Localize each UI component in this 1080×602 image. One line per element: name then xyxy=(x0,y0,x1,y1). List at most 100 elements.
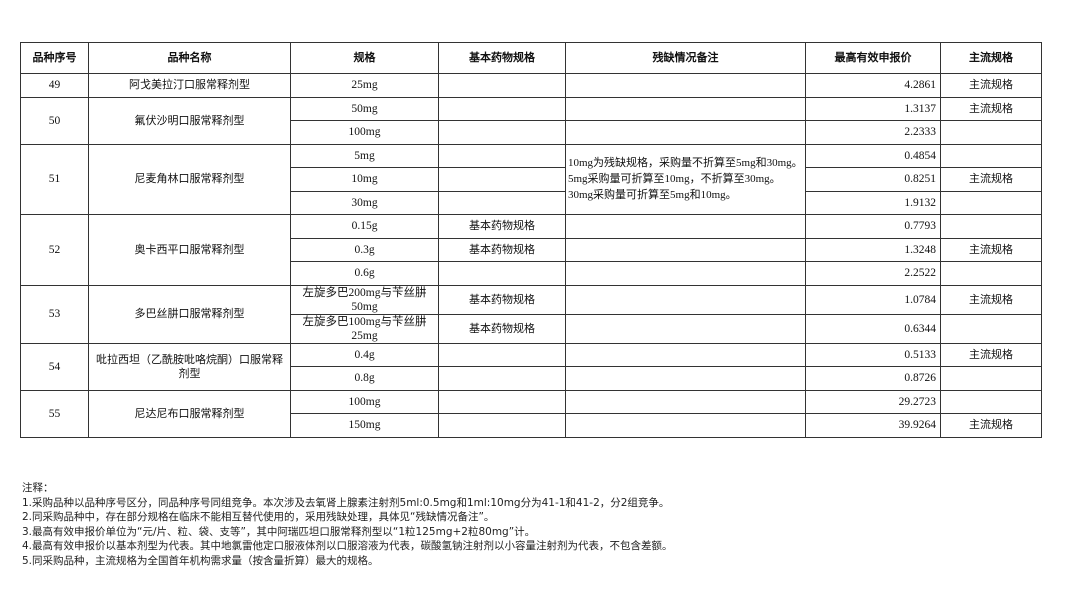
shortage-note-cell xyxy=(565,284,806,315)
table-row: 54 吡拉西坦（乙酰胺吡咯烷酮）口服常释剂型 0.4g 0.5133 主流规格 xyxy=(20,342,1042,391)
column-header: 残缺情况备注 xyxy=(565,42,806,74)
note-item: 4.最高有效申报价以基本剂型为代表。其中地氯雷他定口服液体剂以口服溶液为代表，碳… xyxy=(22,540,673,552)
column-header: 品种序号 xyxy=(20,42,89,74)
essential-spec-cell xyxy=(438,366,566,391)
item-name: 吡拉西坦（乙酰胺吡咯烷酮）口服常释剂型 xyxy=(88,342,291,391)
essential-spec-cell xyxy=(438,96,566,121)
main-spec-cell: 主流规格 xyxy=(940,73,1042,98)
main-spec-cell xyxy=(940,389,1042,414)
spec-cell: 150mg xyxy=(290,413,439,438)
max-price-cell: 29.2723 xyxy=(805,389,941,414)
main-spec-cell xyxy=(940,190,1042,215)
spec-cell: 30mg xyxy=(290,190,439,215)
spec-cell: 0.4g xyxy=(290,342,439,367)
item-number: 54 xyxy=(20,342,89,391)
item-name: 奥卡西平口服常释剂型 xyxy=(88,214,291,286)
max-price-cell: 0.6344 xyxy=(805,313,941,344)
essential-spec-cell xyxy=(438,190,566,215)
main-spec-cell: 主流规格 xyxy=(940,237,1042,262)
shortage-note-cell xyxy=(565,214,806,239)
table-row: 左旋多巴100mg与苄丝肼25mg 基本药物规格 0.6344 xyxy=(21,313,1042,344)
essential-spec-cell: 基本药物规格 xyxy=(438,313,566,344)
essential-spec-cell xyxy=(438,143,566,168)
max-price-cell: 1.3248 xyxy=(805,237,941,262)
item-name: 阿戈美拉汀口服常释剂型 xyxy=(88,73,291,98)
column-header: 基本药物规格 xyxy=(438,42,566,74)
spec-cell: 左旋多巴100mg与苄丝肼25mg xyxy=(290,313,439,344)
table-row: 150mg 39.9264 主流规格 xyxy=(21,413,1042,438)
main-spec-cell xyxy=(940,143,1042,168)
max-price-cell: 0.8726 xyxy=(805,366,941,391)
main-spec-cell: 主流规格 xyxy=(940,342,1042,367)
note-item: 2.同采购品种中，存在部分规格在临床不能相互替代使用的，采用残缺处理，具体见“残… xyxy=(22,511,495,523)
max-price-cell: 0.7793 xyxy=(805,214,941,239)
item-number: 51 xyxy=(20,143,89,215)
shortage-note-cell xyxy=(565,342,806,367)
max-price-cell: 39.9264 xyxy=(805,413,941,438)
shortage-note-cell xyxy=(565,96,806,121)
shortage-note-cell: 10mg为残缺规格，采购量不折算至5mg和30mg。5mg采购量可折算至10mg… xyxy=(565,143,806,215)
shortage-note-cell xyxy=(565,389,806,414)
table-row: 10mg 0.8251 主流规格 xyxy=(21,167,1042,192)
item-number: 53 xyxy=(20,284,89,344)
max-price-cell: 1.3137 xyxy=(805,96,941,121)
item-number: 52 xyxy=(20,214,89,286)
item-name: 多巴丝肼口服常释剂型 xyxy=(88,284,291,344)
table-row: 55 尼达尼布口服常释剂型 100mg 29.2723 xyxy=(20,389,1042,438)
table-row: 0.3g 基本药物规格 1.3248 主流规格 xyxy=(21,237,1042,262)
table-header-row: 品种序号 品种名称 规格 基本药物规格 残缺情况备注 最高有效申报价 主流规格 xyxy=(20,42,1042,74)
main-spec-cell xyxy=(940,214,1042,239)
column-header: 最高有效申报价 xyxy=(805,42,941,74)
main-spec-cell: 主流规格 xyxy=(940,167,1042,192)
shortage-note-cell xyxy=(565,73,806,98)
item-name: 尼麦角林口服常释剂型 xyxy=(88,143,291,215)
spec-cell: 100mg xyxy=(290,120,439,145)
item-number: 49 xyxy=(20,73,89,98)
shortage-note-cell xyxy=(565,237,806,262)
shortage-note-cell xyxy=(565,120,806,145)
essential-spec-cell xyxy=(438,73,566,98)
essential-spec-cell: 基本药物规格 xyxy=(438,237,566,262)
spec-cell: 50mg xyxy=(290,96,439,121)
table-row: 53 多巴丝肼口服常释剂型 左旋多巴200mg与苄丝肼50mg 基本药物规格 1.078… xyxy=(20,284,1042,344)
spec-cell: 25mg xyxy=(290,73,439,98)
spec-cell: 左旋多巴200mg与苄丝肼50mg xyxy=(290,284,439,315)
spec-cell: 100mg xyxy=(290,389,439,414)
essential-spec-cell xyxy=(438,120,566,145)
item-name: 尼达尼布口服常释剂型 xyxy=(88,389,291,438)
essential-spec-cell xyxy=(438,342,566,367)
main-spec-cell: 主流规格 xyxy=(940,96,1042,121)
max-price-cell: 0.4854 xyxy=(805,143,941,168)
max-price-cell: 0.8251 xyxy=(805,167,941,192)
shortage-note-cell xyxy=(565,366,806,391)
essential-spec-cell: 基本药物规格 xyxy=(438,214,566,239)
table-row: 30mg 1.9132 xyxy=(21,190,1042,215)
table-row: 51 尼麦角林口服常释剂型 5mg 10mg为残缺规格，采购量不折算至5mg和30mg… xyxy=(20,143,1042,215)
column-header: 规格 xyxy=(290,42,439,74)
spec-cell: 0.15g xyxy=(290,214,439,239)
item-number: 55 xyxy=(20,389,89,438)
max-price-cell: 1.0784 xyxy=(805,284,941,315)
main-spec-cell xyxy=(940,313,1042,344)
main-spec-cell xyxy=(940,261,1042,286)
essential-spec-cell xyxy=(438,261,566,286)
max-price-cell: 2.2333 xyxy=(805,120,941,145)
spec-cell: 10mg xyxy=(290,167,439,192)
drug-spec-table: 品种序号 品种名称 规格 基本药物规格 残缺情况备注 最高有效申报价 主流规格 49 阿戈美拉… xyxy=(20,42,1042,438)
table-row: 52 奥卡西平口服常释剂型 0.15g 基本药物规格 0.7793 xyxy=(20,214,1042,286)
table-row: 49 阿戈美拉汀口服常释剂型 25mg 4.2861 主流规格 xyxy=(20,73,1042,98)
column-header: 品种名称 xyxy=(88,42,291,74)
essential-spec-cell: 基本药物规格 xyxy=(438,284,566,315)
spec-cell: 0.3g xyxy=(290,237,439,262)
essential-spec-cell xyxy=(438,167,566,192)
spec-cell: 0.6g xyxy=(290,261,439,286)
main-spec-cell xyxy=(940,120,1042,145)
main-spec-cell: 主流规格 xyxy=(940,413,1042,438)
main-spec-cell xyxy=(940,366,1042,391)
max-price-cell: 0.5133 xyxy=(805,342,941,367)
item-name: 氟伏沙明口服常释剂型 xyxy=(88,96,291,145)
max-price-cell: 1.9132 xyxy=(805,190,941,215)
column-header: 主流规格 xyxy=(940,42,1042,74)
note-item: 3.最高有效申报价单位为“元/片、粒、袋、支等”，其中阿瑞匹坦口服常释剂型以“1… xyxy=(22,525,536,538)
main-spec-cell: 主流规格 xyxy=(940,284,1042,315)
